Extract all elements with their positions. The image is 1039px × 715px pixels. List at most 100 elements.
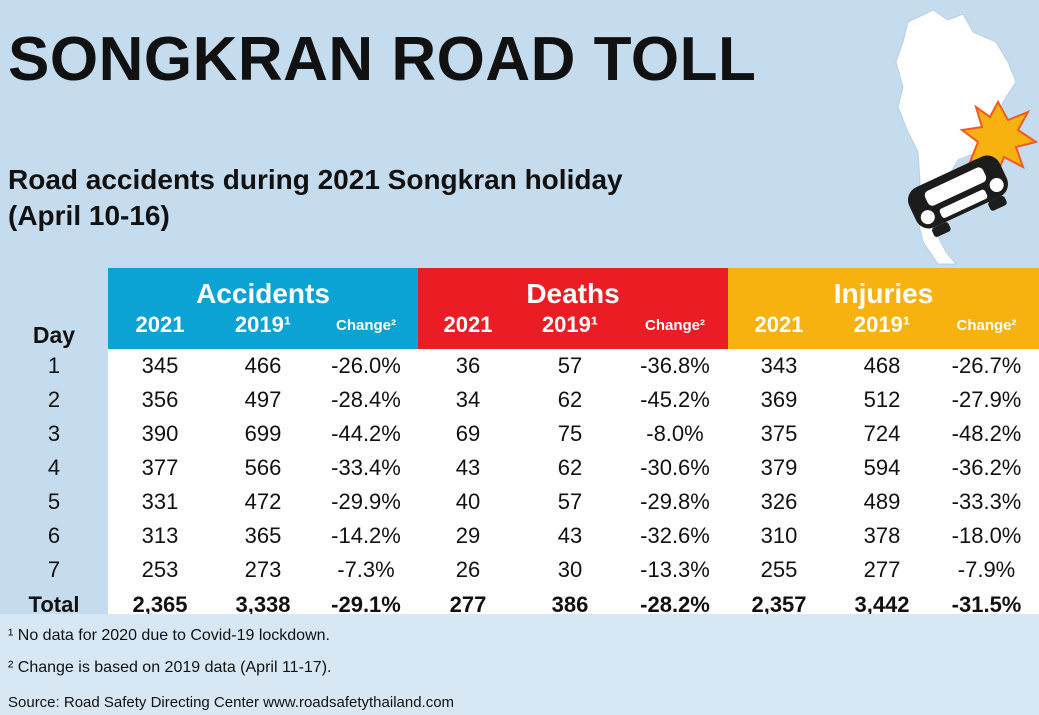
thailand-map-crash-car-icon [895, 9, 1038, 265]
deaths-header: Deaths [418, 268, 728, 312]
deaths-2021-header: 2021 [418, 312, 518, 349]
accidents-2019-cell: 472 [212, 485, 314, 519]
injuries-change-header: Change² [934, 312, 1039, 349]
day-cell: 7 [0, 553, 108, 587]
deaths-2021-cell: 29 [418, 519, 518, 553]
accidents-2019-cell: 497 [212, 383, 314, 417]
deaths-change-cell: -36.8% [622, 349, 728, 383]
toll-table: Accidents Deaths Injuries Day 2021 2019¹… [0, 268, 1039, 623]
injuries-2019-cell: 277 [830, 553, 934, 587]
day-cell: 4 [0, 451, 108, 485]
injuries-2021-cell: 379 [728, 451, 830, 485]
deaths-2021-cell: 43 [418, 451, 518, 485]
day-cell: 6 [0, 519, 108, 553]
deaths-2021-cell: 26 [418, 553, 518, 587]
table-row: 5 331 472 -29.9% 40 57 -29.8% 326 489 -33.3% [0, 485, 1039, 519]
accidents-2021-cell: 313 [108, 519, 212, 553]
injuries-2021-cell: 326 [728, 485, 830, 519]
deaths-change-cell: -29.8% [622, 485, 728, 519]
accidents-change-cell: -44.2% [314, 417, 418, 451]
accidents-2021-header: 2021 [108, 312, 212, 349]
deaths-change-cell: -32.6% [622, 519, 728, 553]
deaths-2019-cell: 62 [518, 383, 622, 417]
deaths-2021-cell: 40 [418, 485, 518, 519]
deaths-2019-cell: 30 [518, 553, 622, 587]
injuries-change-cell: -26.7% [934, 349, 1039, 383]
injuries-2019-cell: 468 [830, 349, 934, 383]
deaths-2019-cell: 57 [518, 485, 622, 519]
accidents-2019-cell: 466 [212, 349, 314, 383]
accidents-2019-cell: 699 [212, 417, 314, 451]
injuries-2021-cell: 255 [728, 553, 830, 587]
table-row: 4 377 566 -33.4% 43 62 -30.6% 379 594 -36.2% [0, 451, 1039, 485]
injuries-change-cell: -33.3% [934, 485, 1039, 519]
accidents-change-cell: -14.2% [314, 519, 418, 553]
accidents-change-cell: -28.4% [314, 383, 418, 417]
injuries-2019-cell: 594 [830, 451, 934, 485]
deaths-change-cell: -45.2% [622, 383, 728, 417]
deaths-2019-cell: 43 [518, 519, 622, 553]
day-cell: 1 [0, 349, 108, 383]
accidents-2019-header: 2019¹ [212, 312, 314, 349]
overturned-car-icon [907, 155, 1009, 237]
accidents-2021-cell: 356 [108, 383, 212, 417]
subtitle-line-1: Road accidents during 2021 Songkran holi… [8, 164, 623, 195]
accidents-2019-cell: 273 [212, 553, 314, 587]
injuries-2019-cell: 724 [830, 417, 934, 451]
injuries-2021-cell: 343 [728, 349, 830, 383]
subtitle: Road accidents during 2021 Songkran holi… [8, 162, 623, 234]
injuries-change-cell: -36.2% [934, 451, 1039, 485]
accidents-2021-cell: 345 [108, 349, 212, 383]
day-cell: 5 [0, 485, 108, 519]
footnote-1: ¹ No data for 2020 due to Covid-19 lockd… [8, 627, 330, 644]
deaths-change-cell: -30.6% [622, 451, 728, 485]
injuries-2021-cell: 369 [728, 383, 830, 417]
accidents-change-cell: -26.0% [314, 349, 418, 383]
injuries-2021-cell: 310 [728, 519, 830, 553]
table-row: 6 313 365 -14.2% 29 43 -32.6% 310 378 -18.0% [0, 519, 1039, 553]
deaths-2021-cell: 69 [418, 417, 518, 451]
injuries-2019-header: 2019¹ [830, 312, 934, 349]
page-title: SONGKRAN ROAD TOLL [8, 25, 757, 94]
footnote-2: ² Change is based on 2019 data (April 11… [8, 659, 332, 676]
accidents-2019-cell: 365 [212, 519, 314, 553]
corner-cell [0, 268, 108, 312]
injuries-2019-cell: 489 [830, 485, 934, 519]
accidents-2021-cell: 390 [108, 417, 212, 451]
deaths-2021-cell: 36 [418, 349, 518, 383]
accidents-change-cell: -33.4% [314, 451, 418, 485]
deaths-2019-cell: 57 [518, 349, 622, 383]
injuries-2019-cell: 378 [830, 519, 934, 553]
accidents-2021-cell: 253 [108, 553, 212, 587]
injuries-change-cell: -18.0% [934, 519, 1039, 553]
footer-panel [0, 614, 1039, 715]
injuries-change-cell: -48.2% [934, 417, 1039, 451]
table-row: 7 253 273 -7.3% 26 30 -13.3% 255 277 -7.9% [0, 553, 1039, 587]
day-cell: 2 [0, 383, 108, 417]
injuries-2021-header: 2021 [728, 312, 830, 349]
accidents-2019-cell: 566 [212, 451, 314, 485]
subtitle-line-2: (April 10-16) [8, 200, 170, 231]
injuries-change-cell: -7.9% [934, 553, 1039, 587]
table-row: 3 390 699 -44.2% 69 75 -8.0% 375 724 -48.2% [0, 417, 1039, 451]
accidents-change-cell: -7.3% [314, 553, 418, 587]
day-cell: 3 [0, 417, 108, 451]
injuries-header: Injuries [728, 268, 1039, 312]
deaths-2019-cell: 75 [518, 417, 622, 451]
table-body: 1 345 466 -26.0% 36 57 -36.8% 343 468 -26.7% 2 356 4… [0, 349, 1039, 623]
source-credit: Source: Road Safety Directing Center www… [8, 694, 455, 711]
injuries-2019-cell: 512 [830, 383, 934, 417]
accidents-2021-cell: 331 [108, 485, 212, 519]
accidents-change-cell: -29.9% [314, 485, 418, 519]
deaths-change-cell: -8.0% [622, 417, 728, 451]
day-header: Day [0, 312, 108, 349]
deaths-2019-header: 2019¹ [518, 312, 622, 349]
deaths-change-cell: -13.3% [622, 553, 728, 587]
table-row: 2 356 497 -28.4% 34 62 -45.2% 369 512 -27.9% [0, 383, 1039, 417]
deaths-2019-cell: 62 [518, 451, 622, 485]
injuries-2021-cell: 375 [728, 417, 830, 451]
accidents-change-header: Change² [314, 312, 418, 349]
accidents-header: Accidents [108, 268, 418, 312]
deaths-change-header: Change² [622, 312, 728, 349]
table-row: 1 345 466 -26.0% 36 57 -36.8% 343 468 -26.7% [0, 349, 1039, 383]
